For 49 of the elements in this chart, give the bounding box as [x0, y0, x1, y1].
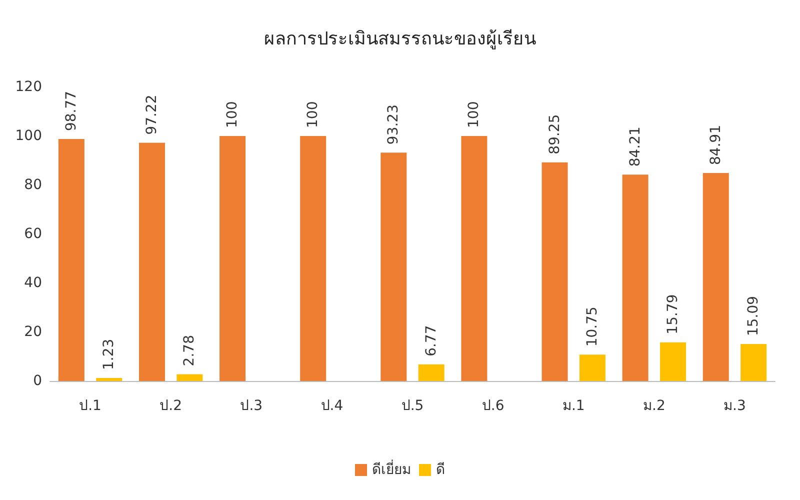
data-label: 84.91 [708, 124, 724, 165]
y-tick-label: 120 [15, 79, 42, 95]
bar [461, 136, 488, 381]
bar [380, 152, 407, 381]
bar [418, 364, 444, 381]
y-tick-label: 80 [24, 177, 42, 193]
x-tick-label: ม.3 [724, 398, 746, 414]
data-label: 100 [224, 101, 241, 128]
bar [542, 162, 568, 381]
x-tick-label: ป.6 [482, 398, 504, 414]
bar [58, 139, 84, 381]
x-tick-label: ป.1 [79, 398, 102, 414]
data-label: 84.21 [627, 126, 644, 167]
data-label: 97.22 [144, 94, 160, 135]
data-label: 98.77 [63, 90, 80, 132]
data-label: 89.25 [546, 114, 563, 154]
bar [740, 344, 767, 381]
y-tick-label: 60 [24, 226, 42, 242]
legend-label: ดี [436, 462, 445, 478]
data-label: 100 [305, 101, 322, 128]
x-tick-label: ป.3 [240, 398, 263, 414]
bar [176, 374, 203, 381]
y-tick-label: 100 [15, 128, 42, 144]
x-tick-label: ม.2 [642, 398, 666, 414]
data-label: 6.77 [423, 325, 440, 356]
bar [660, 342, 686, 381]
x-tick-label: ม.1 [562, 398, 585, 414]
bar [96, 378, 122, 381]
bar [622, 174, 648, 381]
chart-title: ผลการประเมินสมรรถนะของผู้เรียน [264, 28, 536, 50]
data-label: 1.23 [101, 338, 118, 370]
bar [138, 142, 165, 381]
data-label: 10.75 [584, 306, 600, 347]
y-tick-label: 40 [24, 275, 42, 291]
data-label: 15.79 [665, 294, 682, 334]
data-label: 15.09 [746, 296, 762, 336]
bar [220, 136, 246, 381]
data-label: 93.23 [386, 104, 402, 145]
x-tick-label: ป.5 [401, 398, 424, 414]
x-tick-label: ป.2 [160, 398, 182, 414]
data-label: 2.78 [182, 335, 198, 366]
bar [300, 136, 326, 381]
x-tick-label: ป.4 [320, 398, 344, 414]
data-label: 100 [466, 101, 482, 128]
y-tick-label: 0 [33, 373, 42, 389]
bar [702, 172, 729, 381]
y-tick-label: 20 [24, 324, 42, 340]
bar [579, 354, 606, 381]
legend-label: ดีเยี่ยม [372, 460, 411, 478]
